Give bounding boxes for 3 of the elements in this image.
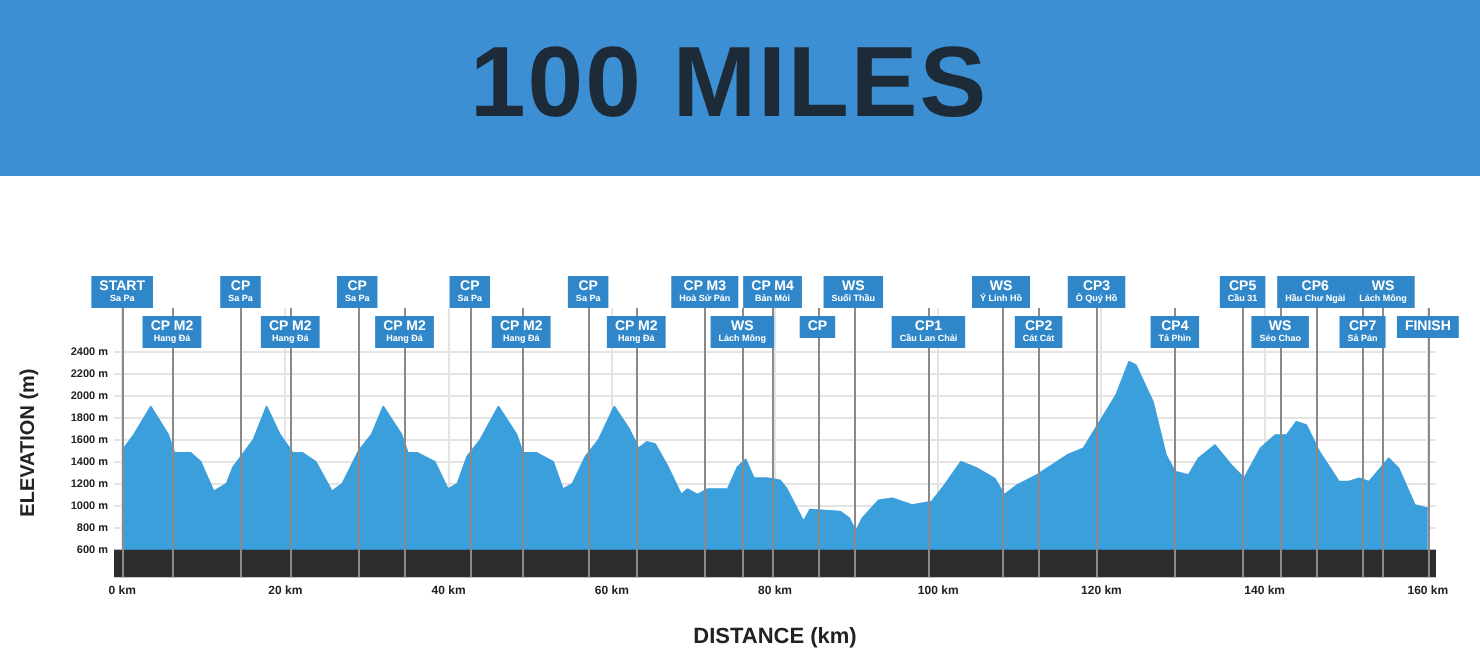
y-axis-title: ELEVATION (m) (17, 368, 40, 517)
chart-title: 100 MILES (470, 24, 989, 140)
x-axis-title: DISTANCE (km) (693, 624, 858, 649)
